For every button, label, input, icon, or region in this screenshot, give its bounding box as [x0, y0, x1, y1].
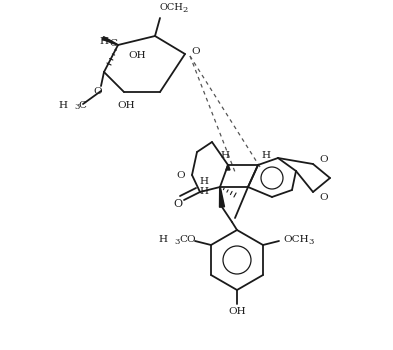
Polygon shape	[226, 165, 230, 170]
Text: 2: 2	[182, 6, 187, 14]
Text: C: C	[78, 100, 86, 110]
Text: OCH: OCH	[283, 236, 309, 245]
Text: H: H	[158, 236, 167, 245]
Text: OH: OH	[228, 308, 246, 316]
Text: H: H	[58, 100, 67, 110]
Text: H: H	[199, 188, 208, 196]
Text: O: O	[191, 47, 200, 56]
Text: 3: 3	[308, 238, 313, 246]
Text: O: O	[319, 154, 328, 163]
Text: 3: 3	[174, 238, 179, 246]
Text: C: C	[109, 40, 117, 49]
Polygon shape	[102, 37, 118, 45]
Text: O: O	[319, 193, 328, 202]
Text: 3: 3	[74, 103, 79, 111]
Text: O: O	[173, 199, 183, 209]
Text: H: H	[99, 36, 108, 46]
Text: OH: OH	[117, 100, 135, 110]
Text: O: O	[94, 86, 102, 96]
Text: OH: OH	[128, 51, 146, 61]
Text: H: H	[261, 150, 270, 160]
Text: H: H	[220, 150, 230, 160]
Text: O: O	[176, 170, 185, 180]
Text: OCH: OCH	[160, 4, 184, 13]
Text: H: H	[199, 177, 208, 187]
Polygon shape	[220, 187, 224, 207]
Text: CO: CO	[179, 236, 196, 245]
